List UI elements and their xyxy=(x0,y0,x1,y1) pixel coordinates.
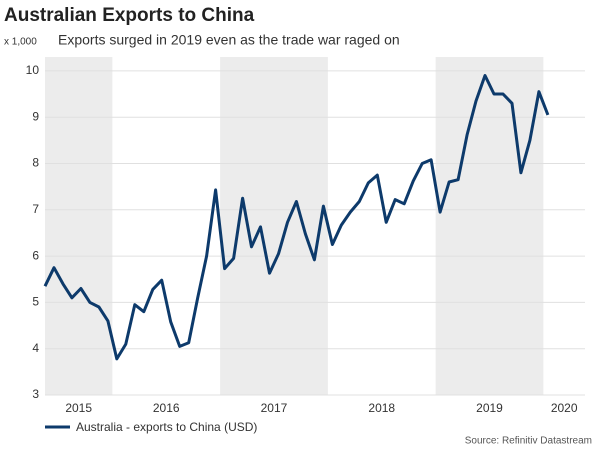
x-tick-label: 2017 xyxy=(261,401,288,415)
year-band xyxy=(45,57,113,395)
x-tick-label: 2020 xyxy=(551,401,578,415)
y-tick-label: 3 xyxy=(32,387,39,401)
year-band xyxy=(220,57,328,395)
chart-title: Australian Exports to China xyxy=(4,5,255,26)
data-line xyxy=(43,74,550,361)
year-bands xyxy=(45,57,544,395)
legend-label: Australia - exports to China (USD) xyxy=(76,420,257,434)
year-band xyxy=(435,57,544,395)
y-tick-label: 4 xyxy=(32,341,39,355)
source-note: Source: Refinitiv Datastream xyxy=(465,436,592,447)
x-tick-label: 2015 xyxy=(65,401,92,415)
x-tick-label: 2018 xyxy=(368,401,395,415)
x-tick-label: 2019 xyxy=(476,401,503,415)
y-tick-label: 8 xyxy=(32,156,39,170)
x-tick-label: 2016 xyxy=(153,401,180,415)
y-tick-label: 10 xyxy=(26,63,40,77)
y-tick-label: 7 xyxy=(32,202,39,216)
y-tick-label: 6 xyxy=(32,248,39,262)
y-unit-label: x 1,000 xyxy=(4,37,37,48)
y-tick-label: 5 xyxy=(32,295,39,309)
y-tick-label: 9 xyxy=(32,109,39,123)
chart-subtitle: Exports surged in 2019 even as the trade… xyxy=(58,32,400,48)
